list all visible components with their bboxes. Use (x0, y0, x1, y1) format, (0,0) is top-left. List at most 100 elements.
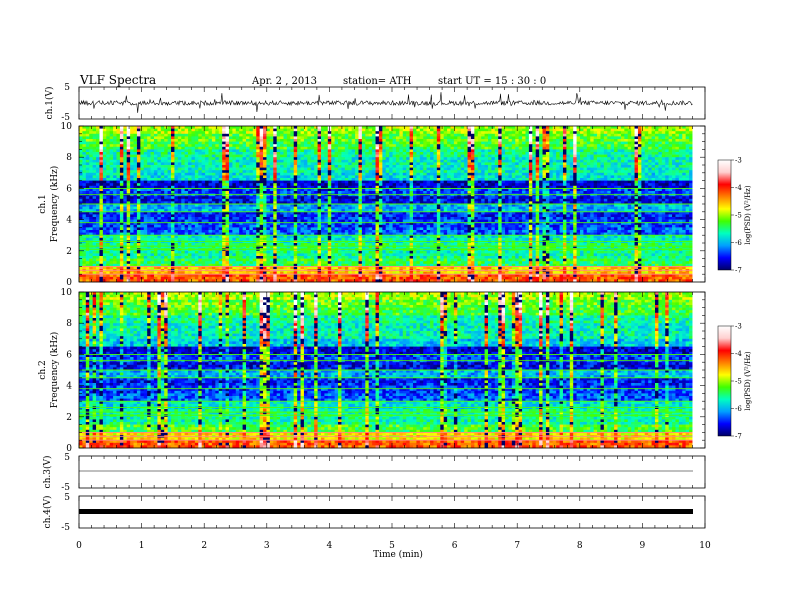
spectrogram-cell (685, 165, 690, 168)
spectrogram-cell (470, 167, 475, 171)
spectrogram-cell (491, 144, 496, 148)
spectrogram-cell (682, 183, 687, 187)
spectrogram-cell (147, 180, 151, 184)
spectrogram-cell (314, 165, 318, 168)
spectrogram-cell (99, 183, 104, 187)
spectrogram-cell (542, 133, 547, 137)
spectrogram-cell (293, 178, 298, 181)
spectrogram-cell (665, 141, 670, 145)
spectrogram-cell (590, 139, 595, 142)
spectrogram-cell (617, 131, 622, 135)
spectrogram-cell (211, 144, 216, 148)
spectrogram-cell (457, 141, 462, 145)
spectrogram-cell (675, 149, 680, 153)
spectrogram-cell (283, 167, 288, 171)
spectrogram-cell (188, 162, 192, 166)
spectrogram-cell (389, 133, 393, 137)
spectrogram-cell (136, 126, 141, 129)
spectrogram-cell (338, 162, 342, 166)
spectrogram-cell (460, 144, 465, 148)
spectrogram-cell (331, 185, 336, 189)
spectrogram-cell (85, 162, 90, 166)
spectrogram-cell (344, 167, 349, 171)
spectrogram-cell (123, 188, 128, 192)
spectrogram-cell (314, 157, 318, 161)
spectrogram-cell (167, 172, 172, 176)
spectrogram-cell (494, 165, 499, 168)
spectrogram-cell (542, 131, 547, 135)
spectrogram-cell (426, 139, 431, 142)
spectrogram-cell (528, 154, 533, 158)
spectrogram-cell (416, 170, 421, 174)
spectrogram-cell (228, 126, 233, 129)
spectrogram-cell (453, 191, 458, 194)
spectrogram-cell (600, 128, 605, 132)
spectrogram-cell (150, 175, 155, 179)
spectrogram-cell (556, 126, 560, 129)
spectrogram-cell (171, 170, 175, 174)
spectrogram-cell (382, 126, 387, 129)
spectrogram-cell (399, 146, 404, 150)
spectrogram-cell (280, 131, 284, 135)
spectrogram-cell (385, 152, 390, 155)
spectrogram-cell (188, 128, 192, 132)
spectrogram-cell (641, 185, 646, 189)
spectrogram-cell (269, 175, 274, 179)
spectrogram-cell (522, 128, 526, 132)
spectrogram-cell (430, 170, 434, 174)
spectrogram-cell (453, 149, 458, 153)
spectrogram-cell (249, 141, 254, 145)
spectrogram-cell (610, 131, 615, 135)
spectrogram-cell (246, 172, 250, 176)
spectrogram-cell (208, 180, 213, 184)
spectrogram-cell (409, 165, 414, 168)
spectrogram-cell (320, 157, 325, 161)
spectrogram-cell (300, 157, 305, 161)
spectrogram-cell (620, 165, 625, 168)
spectrogram-cell (525, 183, 530, 187)
spectrogram-cell (188, 152, 192, 155)
spectrogram-cell (133, 128, 138, 132)
spectrogram-cell (423, 149, 428, 153)
spectrogram-cell (580, 183, 584, 187)
spectrogram-cell (82, 162, 87, 166)
spectrogram-cell (566, 128, 571, 132)
spectrogram-cell (501, 141, 506, 145)
spectrogram-cell (443, 149, 448, 153)
spectrogram-cell (113, 136, 117, 140)
spectrogram-cell (276, 139, 281, 142)
spectrogram-cell (286, 172, 291, 176)
spectrogram-cell (358, 157, 363, 161)
spectrogram-cell (361, 175, 366, 179)
spectrogram-cell (566, 157, 571, 161)
spectrogram-cell (167, 131, 172, 135)
spectrogram-cell (92, 152, 97, 155)
spectrogram-cell (487, 172, 492, 176)
spectrogram-cell (205, 180, 209, 184)
spectrogram-cell (239, 188, 243, 192)
spectrogram-cell (184, 191, 189, 194)
spectrogram-cell (389, 183, 393, 187)
spectrogram-cell (263, 139, 267, 142)
spectrogram-cell (675, 152, 680, 155)
spectrogram-cell (194, 165, 199, 168)
spectrogram-cell (171, 136, 175, 140)
spectrogram-cell (263, 172, 267, 176)
spectrogram-cell (310, 162, 315, 166)
spectrogram-cell (116, 126, 121, 129)
spectrogram-cell (580, 136, 584, 140)
spectrogram-cell (191, 152, 196, 155)
spectrogram-cell (426, 131, 431, 135)
spectrogram-cell (181, 136, 186, 140)
spectrogram-cell (443, 178, 448, 181)
spectrogram-cell (191, 183, 196, 187)
spectrogram-cell (491, 185, 496, 189)
spectrogram-cell (341, 144, 346, 148)
spectrogram-cell (372, 139, 376, 142)
spectrogram-cell (614, 154, 618, 158)
spectrogram-cell (668, 136, 673, 140)
spectrogram-cell (569, 162, 574, 166)
spectrogram-cell (511, 152, 516, 155)
spectrogram-cell (518, 165, 523, 168)
spectrogram-cell (607, 165, 612, 168)
